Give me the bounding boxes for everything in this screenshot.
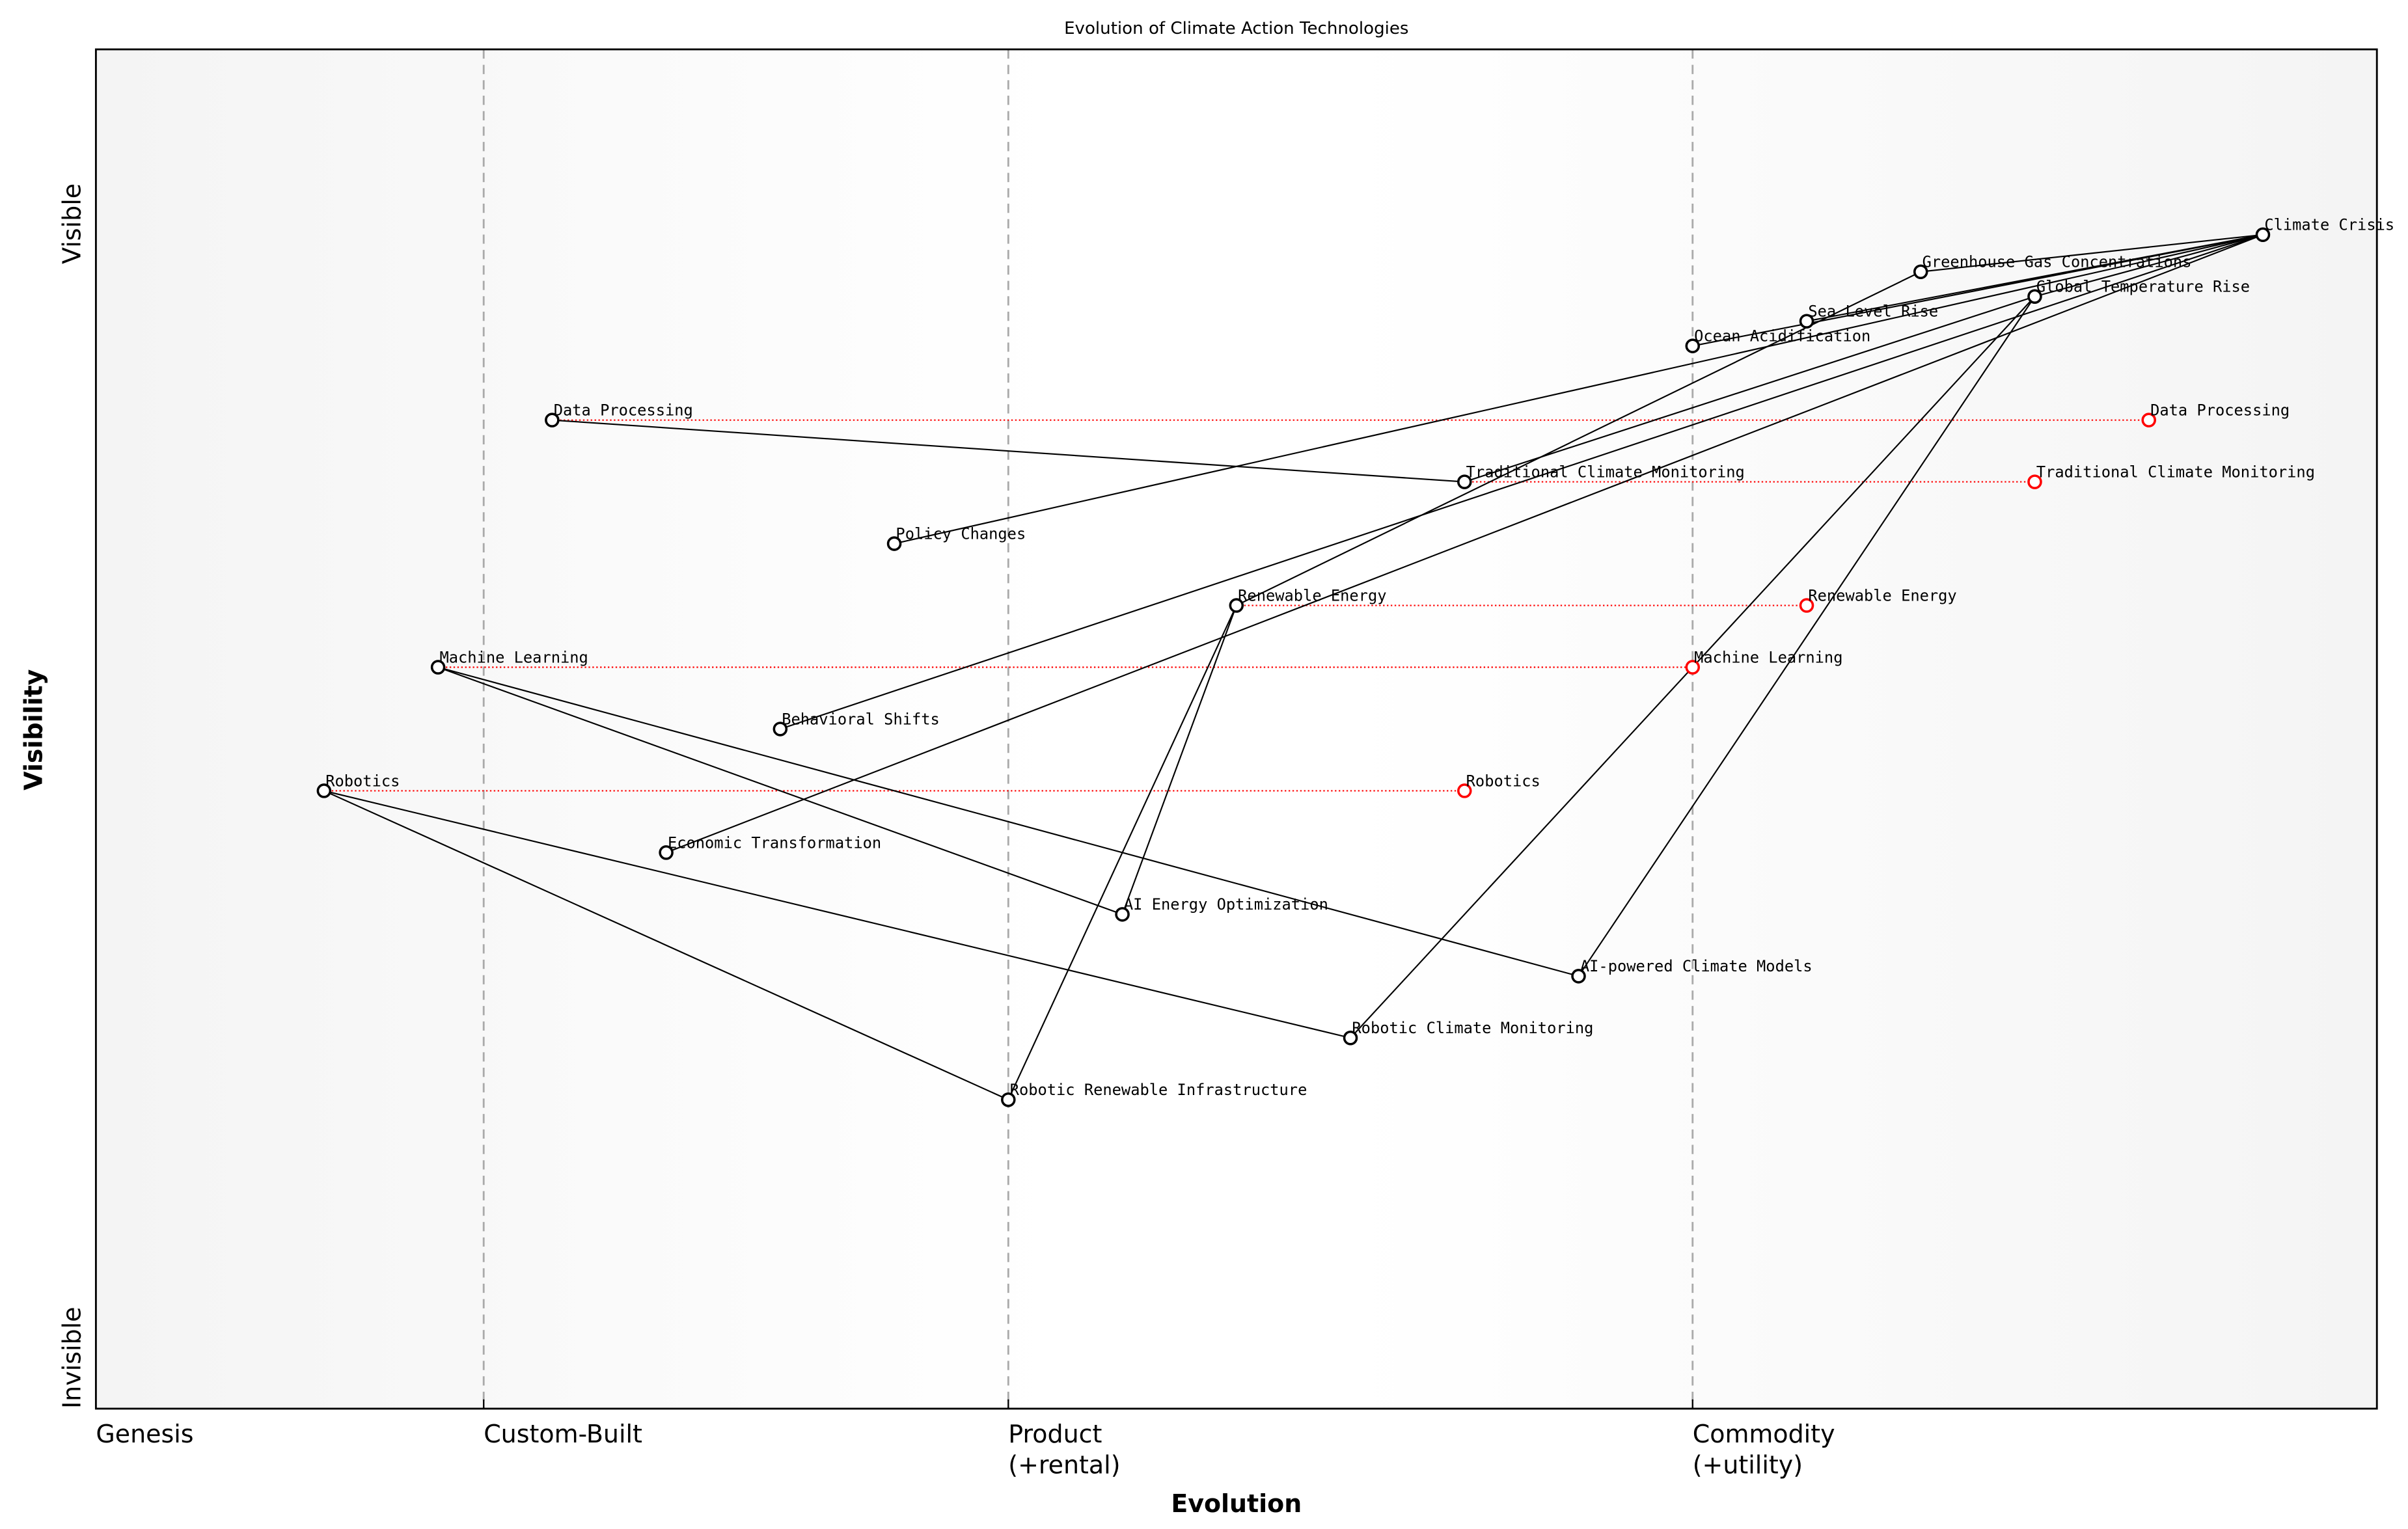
label-greenhouse-gas-concentrations: Greenhouse Gas Concentrations bbox=[1922, 253, 2192, 271]
evolved-label-data-processing: Data Processing bbox=[2150, 401, 2290, 420]
evolved-node-renewable-energy[interactable] bbox=[1799, 598, 1814, 613]
stage-sublabel-product: (+rental) bbox=[1008, 1451, 1120, 1480]
stage-lines bbox=[482, 49, 1694, 1409]
label-economic-transformation: Economic Transformation bbox=[668, 833, 881, 852]
label-climate-crisis: Climate Crisis bbox=[2264, 216, 2394, 234]
label-renewable-energy: Renewable Energy bbox=[1238, 586, 1386, 604]
node-ai-powered-climate-models[interactable] bbox=[1571, 969, 1586, 984]
chart-title: Evolution of Climate Action Technologies bbox=[1064, 19, 1408, 38]
link-robotic-climate-monitoring-to-robotics bbox=[323, 790, 1351, 1039]
stage-label-genesis: Genesis bbox=[96, 1420, 193, 1448]
node-climate-crisis[interactable] bbox=[2255, 227, 2271, 243]
node-traditional-climate-monitoring[interactable] bbox=[1457, 474, 1472, 489]
stage-label-product: Product bbox=[1008, 1420, 1102, 1448]
node-behavioral-shifts[interactable] bbox=[773, 722, 788, 737]
link-robotic-renewable-infrastructure-to-robotics bbox=[323, 790, 1009, 1101]
link-climate-crisis-to-policy-changes bbox=[894, 234, 2264, 545]
node-data-processing[interactable] bbox=[545, 413, 560, 427]
link-global-temperature-rise-to-ai-powered-climate-models bbox=[1578, 296, 2036, 977]
label-machine-learning: Machine Learning bbox=[439, 648, 588, 666]
label-behavioral-shifts: Behavioral Shifts bbox=[782, 710, 940, 728]
link-global-temperature-rise-to-traditional-climate-monitoring bbox=[1464, 295, 2035, 483]
evolved-node-data-processing[interactable] bbox=[2141, 413, 2156, 427]
y-axis-label: Visibility bbox=[19, 669, 48, 791]
node-sea-level-rise[interactable] bbox=[1799, 314, 1814, 329]
label-data-processing: Data Processing bbox=[554, 401, 693, 420]
label-ai-powered-climate-models: AI-powered Climate Models bbox=[1580, 957, 1813, 975]
components: Data Processing Traditional Climate Monit… bbox=[316, 216, 2394, 1107]
node-global-temperature-rise[interactable] bbox=[2027, 289, 2042, 304]
node-economic-transformation[interactable] bbox=[659, 845, 674, 860]
x-axis-label: Evolution bbox=[1171, 1489, 1302, 1518]
evolved-label-traditional-climate-monitoring: Traditional Climate Monitoring bbox=[2036, 463, 2315, 481]
evolution-lines bbox=[323, 419, 2149, 792]
node-machine-learning[interactable] bbox=[430, 660, 446, 675]
y-label-visible: Visible bbox=[58, 183, 87, 264]
label-global-temperature-rise: Global Temperature Rise bbox=[2036, 278, 2250, 296]
label-traditional-climate-monitoring: Traditional Climate Monitoring bbox=[1466, 463, 1745, 481]
label-robotic-renewable-infrastructure: Robotic Renewable Infrastructure bbox=[1010, 1081, 1307, 1099]
stage-label-commodity: Commodity bbox=[1693, 1420, 1835, 1448]
node-robotics[interactable] bbox=[316, 783, 332, 798]
evolved-label-machine-learning: Machine Learning bbox=[1694, 648, 1842, 666]
link-climate-crisis-to-ocean-acidification bbox=[1692, 234, 2264, 347]
node-robotic-renewable-infrastructure[interactable] bbox=[1001, 1092, 1016, 1107]
plot-background bbox=[96, 49, 2377, 1409]
link-renewable-energy-to-ai-energy-optimization bbox=[1121, 605, 1237, 915]
node-ocean-acidification[interactable] bbox=[1685, 338, 1701, 353]
stage-sublabel-commodity: (+utility) bbox=[1693, 1451, 1803, 1480]
link-climate-crisis-to-global-temperature-rise bbox=[2034, 234, 2264, 297]
label-ocean-acidification: Ocean Acidification bbox=[1694, 327, 1870, 345]
y-label-invisible: Invisible bbox=[58, 1307, 87, 1409]
plot-frame bbox=[94, 48, 2378, 1410]
link-traditional-climate-monitoring-to-data-processing bbox=[552, 419, 1465, 483]
evolved-node-traditional-climate-monitoring[interactable] bbox=[2027, 474, 2042, 489]
link-climate-crisis-to-greenhouse-gas-concentrations bbox=[1921, 234, 2264, 273]
link-ai-powered-climate-models-to-machine-learning bbox=[437, 666, 1579, 977]
label-ai-energy-optimization: AI Energy Optimization bbox=[1124, 895, 1328, 913]
node-policy-changes[interactable] bbox=[886, 536, 902, 551]
label-robotics: Robotics bbox=[325, 772, 400, 790]
evolved-node-robotics[interactable] bbox=[1457, 783, 1472, 798]
node-robotic-climate-monitoring[interactable] bbox=[1343, 1031, 1358, 1046]
evolved-label-renewable-energy: Renewable Energy bbox=[1808, 586, 1956, 604]
evolved-node-machine-learning[interactable] bbox=[1685, 660, 1701, 675]
stage-label-custom-built: Custom-Built bbox=[484, 1420, 642, 1448]
node-greenhouse-gas-concentrations[interactable] bbox=[1913, 264, 1928, 280]
evolved-label-robotics: Robotics bbox=[1466, 772, 1540, 790]
label-robotic-climate-monitoring: Robotic Climate Monitoring bbox=[1352, 1019, 1593, 1037]
label-policy-changes: Policy Changes bbox=[896, 524, 1026, 543]
stage-ticks: Genesis Custom-Built Product (+rental) Commo… bbox=[96, 1399, 1835, 1480]
node-ai-energy-optimization[interactable] bbox=[1115, 907, 1130, 922]
link-ai-energy-optimization-to-machine-learning bbox=[437, 666, 1123, 915]
label-sea-level-rise: Sea Level Rise bbox=[1808, 303, 1938, 321]
node-renewable-energy[interactable] bbox=[1229, 598, 1244, 613]
